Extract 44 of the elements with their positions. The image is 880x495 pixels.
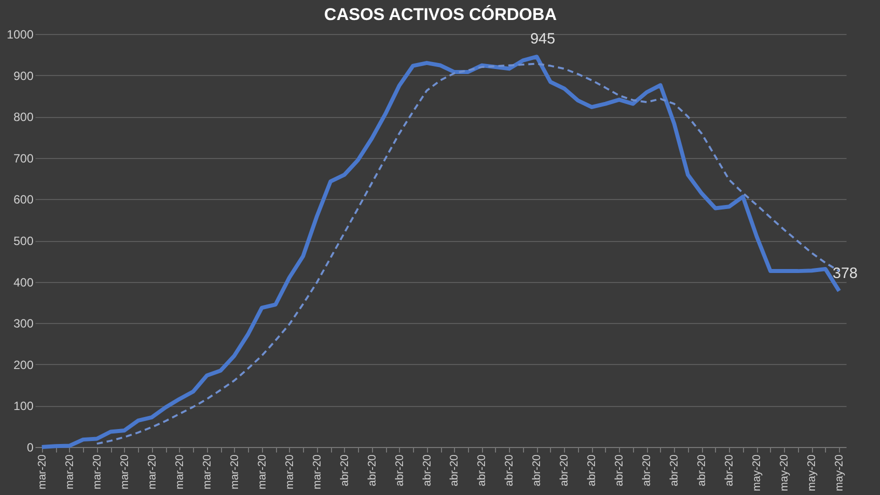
x-tick-label: mar-20	[174, 454, 186, 490]
x-tick-label: abr-20	[531, 454, 544, 486]
x-tick-label: mar-20	[118, 454, 131, 490]
y-tick-label: 200	[13, 358, 34, 372]
x-tick-label: mar-20	[36, 454, 48, 490]
x-tick-label: mar-20	[256, 454, 268, 490]
x-tick-label: mar-20	[228, 454, 241, 490]
x-tick-label: may-20	[806, 454, 818, 492]
y-tick-label: 400	[13, 275, 34, 290]
chart-title: CASOS ACTIVOS CÓRDOBA	[324, 4, 557, 24]
x-tick-label: abr-20	[338, 454, 351, 486]
x-tick-label: may-20	[751, 454, 764, 492]
x-tick-label: abr-20	[668, 454, 681, 486]
x-tick-label: abr-20	[504, 454, 516, 486]
x-tick-label: mar-20	[146, 454, 158, 490]
x-tick-label: mar-20	[91, 454, 104, 490]
y-tick-label: 800	[13, 110, 34, 124]
x-tick-label: abr-20	[448, 454, 461, 486]
y-tick-label: 600	[13, 192, 34, 207]
x-tick-label: abr-20	[421, 454, 434, 486]
x-tick-label: mar-20	[201, 454, 214, 490]
x-tick-label: abr-20	[476, 454, 488, 486]
y-tick-label: 900	[13, 68, 34, 83]
x-tick-label: may-20	[778, 454, 791, 492]
x-tick-label: abr-20	[641, 454, 654, 486]
x-tick-label: abr-20	[586, 454, 598, 486]
y-tick-label: 1000	[6, 28, 34, 42]
y-tick-label: 0	[26, 440, 34, 454]
y-tick-label: 300	[13, 316, 34, 331]
y-tick-label: 500	[13, 234, 34, 248]
x-tick-label: abr-20	[614, 454, 626, 486]
x-tick-label: may-20	[834, 454, 846, 492]
data-label: 945	[530, 30, 556, 48]
x-tick-label: abr-20	[696, 454, 708, 486]
x-tick-label: mar-20	[284, 454, 296, 490]
x-tick-label: mar-20	[311, 454, 324, 490]
x-tick-label: abr-20	[366, 454, 378, 486]
y-tick-label: 100	[13, 399, 34, 414]
x-tick-label: mar-20	[64, 454, 76, 490]
data-label: 378	[832, 264, 858, 282]
x-tick-label: abr-20	[394, 454, 406, 486]
x-tick-label: abr-20	[724, 454, 736, 486]
y-tick-label: 700	[13, 151, 34, 166]
x-tick-label: abr-20	[558, 454, 571, 486]
